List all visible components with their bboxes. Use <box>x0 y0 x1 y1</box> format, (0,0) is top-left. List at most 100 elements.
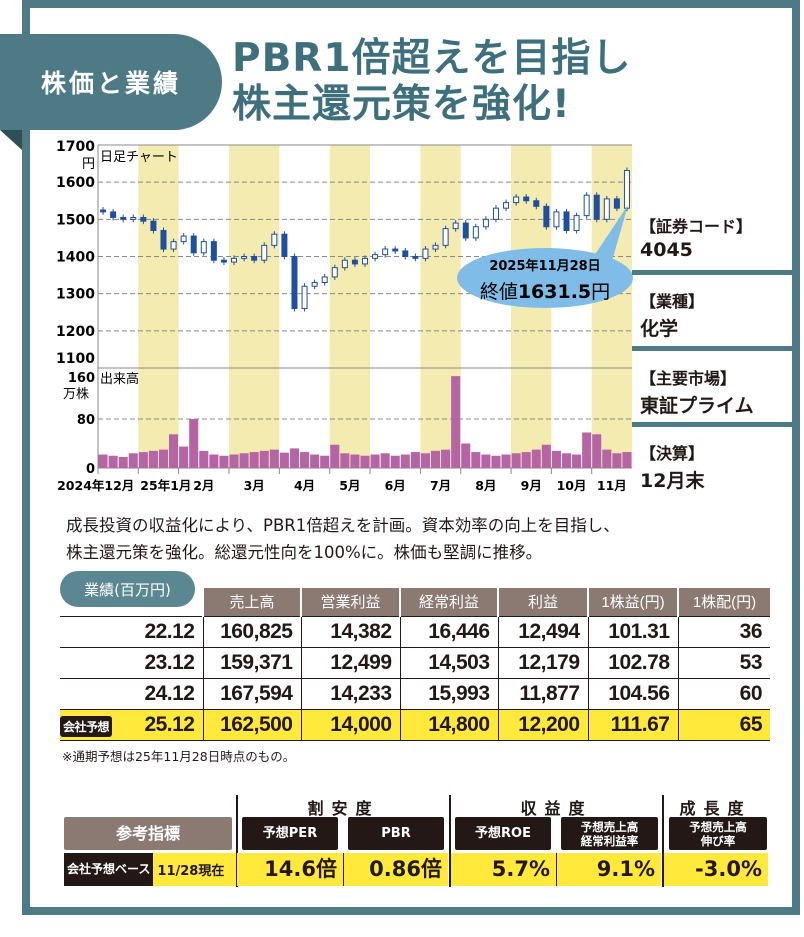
volume-bar <box>118 456 128 468</box>
candle-body <box>301 285 308 310</box>
volume-bar <box>279 452 289 468</box>
page-title: PBR1倍超えを目指し 株主還元策を強化! <box>232 36 631 128</box>
cell-value: 102.78 <box>608 650 670 674</box>
callout-date: 2025年11月28日 <box>489 258 600 274</box>
table-cell: 会社予想 25.12 <box>60 708 203 741</box>
column-header: 売上高 <box>202 588 301 616</box>
volume-bar <box>622 452 632 468</box>
volume-bar <box>461 443 471 468</box>
candle-body <box>503 202 510 209</box>
side-item-code: 【証券コード】 4045 <box>640 213 800 261</box>
volume-tick-label: 160 <box>68 371 95 386</box>
cell-value: 101.31 <box>608 619 670 643</box>
volume-bar <box>189 419 199 468</box>
y-tick-label: 1700 <box>56 139 95 155</box>
volume-bar <box>551 450 561 468</box>
candle-body <box>110 211 117 218</box>
candle-body <box>613 198 620 209</box>
candle-body <box>241 256 248 259</box>
volume-bar <box>471 452 481 468</box>
volume-bar <box>138 452 148 468</box>
candle-body <box>432 244 439 250</box>
side-key: 【証券コード】 <box>640 217 753 236</box>
value-row-background <box>664 853 768 886</box>
candle-body <box>382 248 389 256</box>
table-cell: 14,000 <box>300 708 400 741</box>
callout-tail <box>590 205 628 268</box>
table-row: 24.12 167,594 14,233 15,993 11,877 104.56 60 <box>60 677 770 709</box>
tab-fold <box>0 130 22 150</box>
volume-bar <box>501 454 511 468</box>
x-tick-label: 10月 <box>557 478 587 493</box>
candle-body <box>311 282 318 287</box>
table-row: 22.12 160,825 14,382 16,446 12,494 101.31 36 <box>60 615 770 647</box>
value-per: 14.6倍 <box>264 857 337 881</box>
cell-value: 160,825 <box>220 619 293 643</box>
candle-body <box>200 241 207 254</box>
candle-body <box>583 194 590 217</box>
table-cell: 60 <box>677 677 770 709</box>
table-row: 会社予想 25.12 162,500 14,000 14,800 12,200 111.67… <box>60 708 770 741</box>
cell-value: 12,494 <box>518 619 580 643</box>
callout-value: 1631.5 <box>518 281 591 303</box>
basis-date: 11/28現在 <box>157 864 225 879</box>
callout-label: 終値 <box>480 281 518 303</box>
volume-bar <box>108 455 118 468</box>
side-item-industry: 【業種】 化学 <box>640 288 800 341</box>
cell-value: 14,382 <box>330 619 392 643</box>
candle-body <box>231 257 238 263</box>
label-pbr: PBR <box>348 817 444 850</box>
table-cell: 14,503 <box>399 646 498 678</box>
volume-bar <box>269 449 279 468</box>
volume-bar <box>400 454 410 468</box>
performance-badge: 業績(百万円) <box>60 571 195 607</box>
x-tick-label: 7月 <box>430 478 451 493</box>
volume-bar <box>259 450 269 468</box>
x-tick-label: 5月 <box>339 478 360 493</box>
volume-bar <box>541 444 551 468</box>
table-cell: 111.67 <box>587 708 678 741</box>
side-value: 12月末 <box>640 470 705 492</box>
cell-value: 16,446 <box>428 619 490 643</box>
description-line: 成長投資の収益化により、PBR1倍超えを計画。資本効率の向上を目指し、 <box>66 516 620 535</box>
value-roe: 5.7% <box>491 857 550 881</box>
cell-value: 65 <box>739 712 763 736</box>
divider <box>343 853 344 886</box>
volume-bar <box>148 450 158 468</box>
description-line: 株主還元策を強化。総還元性向を100%に。株価も堅調に推移。 <box>66 543 543 562</box>
cell-value: 162,500 <box>220 712 293 736</box>
candle-body <box>362 257 368 265</box>
cell-value: 12,179 <box>518 650 580 674</box>
candle-body <box>341 259 348 269</box>
side-key: 【主要市場】 <box>640 369 737 388</box>
table-cell: 162,500 <box>202 708 301 741</box>
table-cell: 36 <box>677 615 770 647</box>
y-tick-label: 1600 <box>56 175 95 191</box>
divider <box>632 270 800 275</box>
table-cell: 24.12 <box>60 677 203 709</box>
cell-value: 23.12 <box>144 650 195 674</box>
axis-title: 円 <box>82 157 95 172</box>
volume-tick-label: 0 <box>86 462 95 477</box>
forecast-note: ※通期予想は25年11月28日時点のもの。 <box>62 749 296 764</box>
divider <box>632 422 800 427</box>
volume-bar <box>491 455 501 468</box>
cell-value: 15,993 <box>428 681 490 705</box>
candle-body <box>452 222 459 230</box>
candle-body <box>372 254 379 259</box>
volume-bar <box>249 452 259 468</box>
table-cell: 23.12 <box>60 646 203 678</box>
month-band <box>138 145 179 468</box>
volume-bar <box>229 454 239 468</box>
table-cell: 12,179 <box>497 646 588 678</box>
candle-body <box>513 196 520 204</box>
divider <box>556 853 557 886</box>
candle-body <box>261 244 268 261</box>
table-cell: 167,594 <box>202 677 301 709</box>
x-tick-label: 2月 <box>193 478 214 493</box>
candle-body <box>170 241 177 250</box>
y-tick-label: 1100 <box>56 351 95 367</box>
candle-body <box>251 256 258 261</box>
volume-bar <box>592 434 602 468</box>
candle-body <box>331 267 338 278</box>
